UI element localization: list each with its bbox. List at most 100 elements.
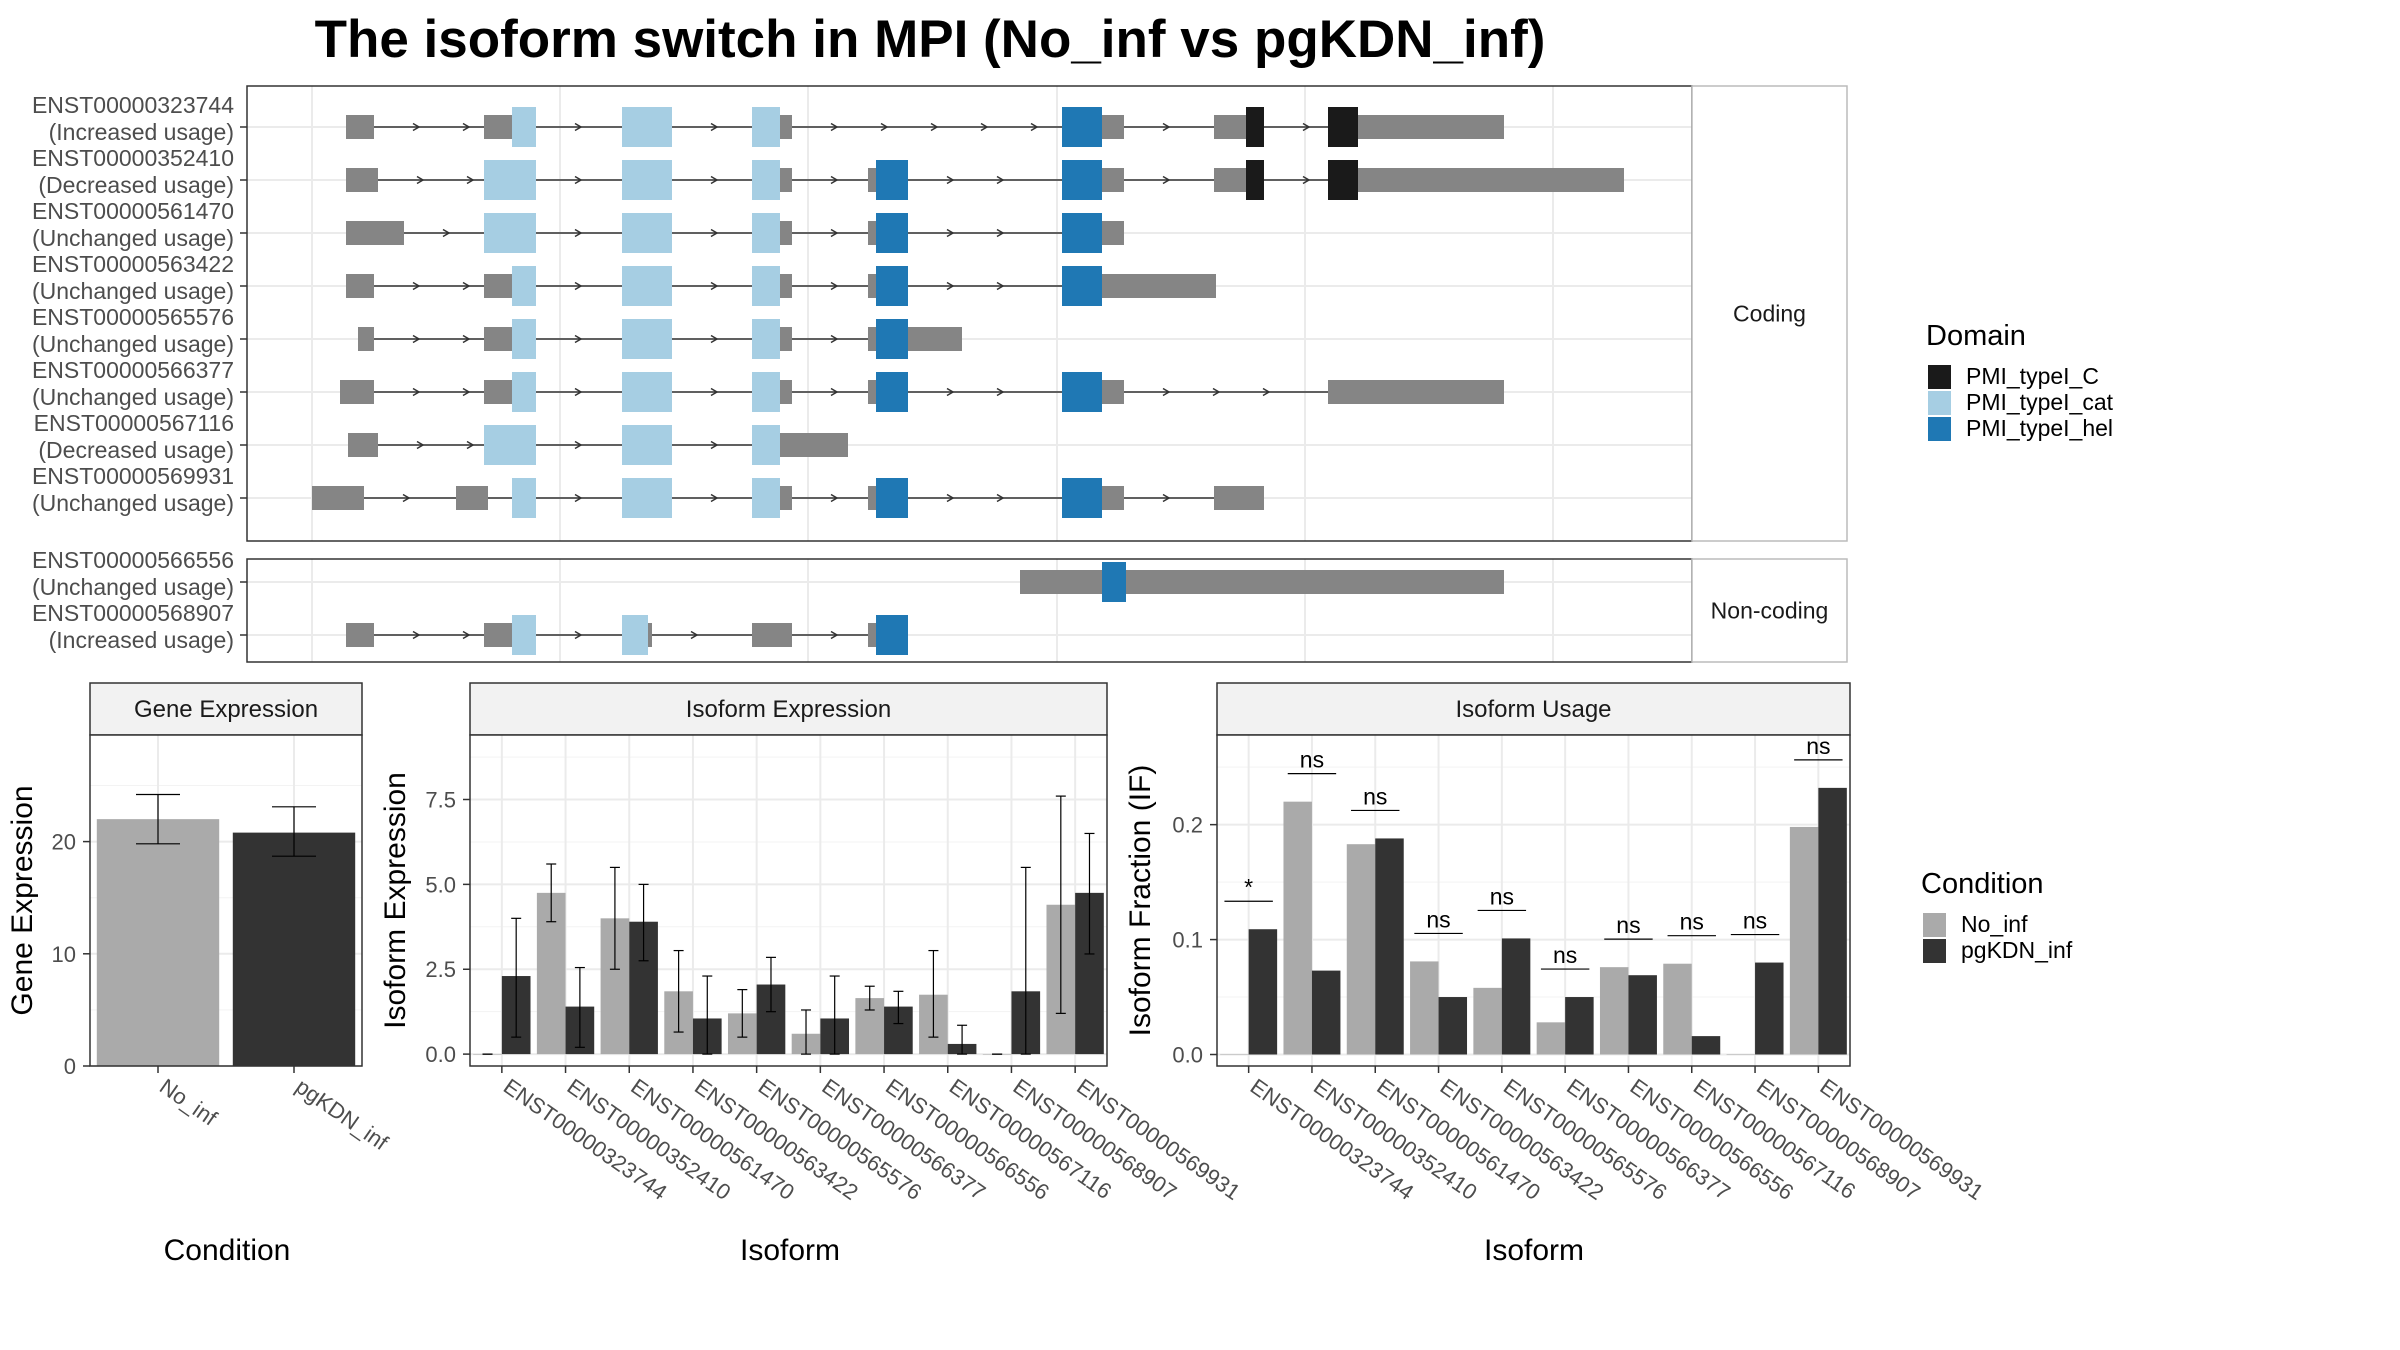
bar bbox=[1438, 997, 1468, 1055]
exon-block bbox=[648, 623, 652, 647]
exon-block bbox=[484, 380, 512, 404]
exon-block bbox=[512, 372, 536, 412]
exon-block bbox=[868, 623, 876, 647]
exon-block bbox=[622, 615, 648, 655]
exon-block bbox=[1328, 107, 1358, 147]
exon-block bbox=[752, 266, 780, 306]
exon-block bbox=[346, 274, 374, 298]
transcript-usage-label: (Increased usage) bbox=[49, 627, 234, 653]
transcript-usage-label: (Increased usage) bbox=[49, 119, 234, 145]
intron-direction-arrow bbox=[710, 228, 719, 238]
exon-block bbox=[868, 327, 876, 351]
exon-block bbox=[1102, 115, 1124, 139]
exon-block bbox=[1384, 168, 1624, 192]
bar bbox=[1346, 844, 1376, 1055]
exon-block bbox=[752, 623, 792, 647]
exon-block bbox=[752, 213, 780, 253]
transcript-usage-label: (Unchanged usage) bbox=[32, 490, 234, 516]
exon-block bbox=[752, 319, 780, 359]
exon-block bbox=[622, 425, 672, 465]
exon-block bbox=[876, 213, 908, 253]
transcript-id-label: ENST00000567116 bbox=[34, 410, 234, 436]
domain-legend-swatch bbox=[1928, 391, 1951, 415]
intron-direction-arrow bbox=[1162, 387, 1171, 397]
y-tick-label: 7.5 bbox=[425, 788, 456, 813]
transcript-id-label: ENST00000563422 bbox=[32, 251, 234, 277]
intron-direction-arrow bbox=[946, 175, 955, 185]
y-axis-title: Isoform Expression bbox=[379, 772, 412, 1029]
exon-block bbox=[370, 168, 378, 192]
transcript-id-label: ENST00000352410 bbox=[32, 145, 234, 171]
exon-block bbox=[1102, 168, 1124, 192]
intron-direction-arrow bbox=[996, 387, 1005, 397]
intron-direction-arrow bbox=[412, 387, 421, 397]
exon-block bbox=[1062, 266, 1102, 306]
exon-block bbox=[622, 160, 672, 200]
facet-strip bbox=[1691, 558, 1848, 663]
domain-legend-swatch bbox=[1928, 365, 1951, 389]
intron-direction-arrow bbox=[1262, 387, 1271, 397]
exon-block bbox=[512, 266, 536, 306]
exon-block bbox=[512, 478, 536, 518]
significance-label: ns bbox=[1806, 733, 1830, 759]
panel-title: Isoform Usage bbox=[1455, 696, 1611, 723]
intron-direction-arrow bbox=[830, 228, 839, 238]
intron-direction-arrow bbox=[1030, 122, 1039, 132]
intron-direction-arrow bbox=[412, 334, 421, 344]
exon-block bbox=[340, 380, 374, 404]
intron-direction-arrow bbox=[574, 122, 583, 132]
domain-legend-title: Domain bbox=[1926, 320, 2026, 352]
exon-block bbox=[1062, 107, 1102, 147]
x-axis-title: Isoform bbox=[1484, 1234, 1584, 1267]
exon-block bbox=[1338, 380, 1504, 404]
transcript-usage-label: (Decreased usage) bbox=[38, 437, 234, 463]
intron-direction-arrow bbox=[466, 440, 475, 450]
exon-block bbox=[752, 107, 780, 147]
exon-block bbox=[622, 213, 672, 253]
intron-direction-arrow bbox=[574, 175, 583, 185]
intron-direction-arrow bbox=[830, 630, 839, 640]
exon-block bbox=[1214, 115, 1246, 139]
bar bbox=[1755, 962, 1784, 1055]
exon-block bbox=[1358, 115, 1384, 139]
exon-block bbox=[1164, 570, 1504, 594]
exon-block bbox=[484, 160, 536, 200]
structure-panel-coding: ENST00000323744(Increased usage)ENST0000… bbox=[32, 85, 1848, 542]
bar bbox=[1283, 801, 1312, 1055]
bar bbox=[1220, 1054, 1249, 1056]
transcript-ENST00000566377: ENST00000566377(Unchanged usage) bbox=[32, 357, 1504, 412]
exon-block bbox=[512, 319, 536, 359]
intron-direction-arrow bbox=[1302, 175, 1311, 185]
condition-legend-swatch bbox=[1923, 913, 1946, 937]
exon-block bbox=[312, 486, 364, 510]
exon-block bbox=[1358, 168, 1384, 192]
exon-block bbox=[1328, 380, 1338, 404]
transcript-ENST00000567116: ENST00000567116(Decreased usage) bbox=[34, 410, 848, 465]
intron-direction-arrow bbox=[710, 493, 719, 503]
transcript-id-label: ENST00000561470 bbox=[32, 198, 234, 224]
intron-direction-arrow bbox=[574, 228, 583, 238]
transcript-structure-plot: ENST00000323744(Increased usage)ENST0000… bbox=[32, 85, 1848, 663]
exon-block bbox=[1214, 486, 1264, 510]
intron-direction-arrow bbox=[574, 440, 583, 450]
intron-direction-arrow bbox=[830, 122, 839, 132]
exon-block bbox=[484, 274, 512, 298]
significance-label: ns bbox=[1300, 747, 1324, 773]
condition-legend-swatch bbox=[1923, 939, 1946, 963]
intron-direction-arrow bbox=[412, 281, 421, 291]
panel-strip bbox=[469, 682, 1108, 736]
significance-label: ns bbox=[1743, 908, 1767, 934]
condition-legend-title: Condition bbox=[1921, 868, 2044, 900]
intron-direction-arrow bbox=[462, 122, 471, 132]
bar bbox=[1311, 970, 1341, 1055]
intron-direction-arrow bbox=[416, 440, 425, 450]
transcript-id-label: ENST00000566556 bbox=[32, 547, 234, 573]
exon-block bbox=[622, 107, 672, 147]
facet-strip-label: Non-coding bbox=[1711, 598, 1829, 624]
exon-block bbox=[876, 615, 908, 655]
panel-title: Isoform Expression bbox=[686, 696, 891, 723]
exon-block bbox=[346, 221, 404, 245]
intron-direction-arrow bbox=[1162, 175, 1171, 185]
